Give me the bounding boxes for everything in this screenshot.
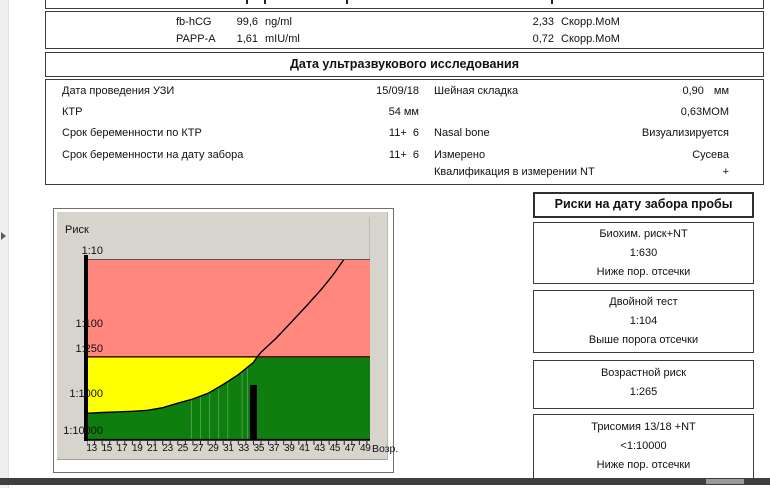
splitter-arrow-icon[interactable] <box>1 232 6 240</box>
biochemistry-table: fb-hCG 99,6 ng/ml 2,33 Скорр.МоМ PAPP-A … <box>45 11 764 49</box>
x-axis-tick-label: 23 <box>162 443 173 454</box>
risk-box-trisomy-13-18: Трисомия 13/18 +NT <1:10000 Ниже пор. от… <box>533 414 754 481</box>
x-axis-tick-label: 35 <box>253 443 265 454</box>
risk-status: Ниже пор. отсечки <box>596 266 691 278</box>
cutoff-table-remnant <box>45 0 764 9</box>
field-label: Квалификация в измерении NT <box>434 166 595 178</box>
risk-box-biochem-nt: Биохим. риск+NT 1:630 Ниже пор. отсечки <box>533 222 754 284</box>
table-row: КТР 54 мм 0,63МОМ <box>46 103 763 121</box>
risk-value: 1:104 <box>629 315 658 327</box>
y-axis-tick-label: 1:250 <box>75 343 103 355</box>
table-row: PAPP-A 1,61 mIU/ml 0,72 Скорр.МоМ <box>46 31 763 48</box>
chart-y-axis-title: Риск <box>65 224 89 236</box>
table-row: fb-hCG 99,6 ng/ml 2,33 Скорр.МоМ <box>46 14 763 31</box>
field-label: Шейная складка <box>434 85 519 97</box>
x-axis-tick-label: 41 <box>299 443 310 454</box>
ultrasound-table: Дата проведения УЗИ 15/09/18 Шейная скла… <box>45 79 764 185</box>
marker-value: 99,6 <box>236 16 258 28</box>
x-axis-tick-label: 21 <box>147 443 158 454</box>
risk-box-double-test: Двойной тест 1:104 Выше порога отсечки <box>533 290 754 353</box>
risk-area-plot <box>87 259 370 445</box>
y-axis-tick-label: 1:1000 <box>69 388 103 400</box>
field-unit: мм <box>713 85 729 97</box>
x-axis-tick-label: 13 <box>86 443 97 454</box>
table-row: Квалификация в измерении NT + <box>46 163 763 181</box>
text-remnant <box>551 0 553 4</box>
x-axis-tick-label: 27 <box>192 443 204 454</box>
chart-x-axis-title: Возр. <box>372 443 399 455</box>
marker-value: 1,61 <box>236 33 258 45</box>
x-axis-tick-label: 33 <box>238 443 249 454</box>
field-label: Nasal bone <box>434 127 490 139</box>
left-gutter <box>0 0 9 488</box>
x-axis-tick-label: 39 <box>283 443 295 454</box>
x-axis-tick-label: 49 <box>359 443 371 454</box>
field-value: 54 мм <box>388 106 419 118</box>
field-value: 0,63МОМ <box>680 106 729 118</box>
field-value: 11+ 6 <box>388 149 419 161</box>
marker-unit: mIU/ml <box>265 33 300 45</box>
risk-status: Ниже пор. отсечки <box>596 459 691 471</box>
mom-value: 2,33 <box>532 16 554 28</box>
field-value: + <box>722 166 729 178</box>
table-row: Срок беременности на дату забора 11+ 6 И… <box>46 146 763 164</box>
plot-right-edge-line <box>369 217 370 259</box>
window-bottom-edge <box>0 478 770 485</box>
field-label: Срок беременности на дату забора <box>62 149 244 161</box>
chart-x-axis-labels: 13 15 17 19 21 23 25 27 29 31 33 35 37 39 41 43 45 47 49 <box>84 443 373 454</box>
window-bottom-notch <box>706 479 744 484</box>
x-axis-tick-label: 43 <box>314 443 325 454</box>
x-axis-tick-label: 29 <box>207 443 219 454</box>
x-axis-tick-label: 17 <box>116 443 128 454</box>
marker-unit: ng/ml <box>265 16 292 28</box>
field-value: Сусева <box>692 149 729 161</box>
text-remnant <box>264 0 266 4</box>
text-remnant <box>346 0 348 4</box>
risk-value: <1:10000 <box>620 440 667 452</box>
risk-box-age-risk: Возрастной риск 1:265 <box>533 360 754 409</box>
y-axis-line <box>84 255 88 441</box>
risk-name: Трисомия 13/18 +NT <box>591 421 696 433</box>
x-axis-tick-label: 31 <box>223 443 234 454</box>
x-axis-tick-label: 25 <box>177 443 189 454</box>
risk-name: Возрастной риск <box>600 367 687 379</box>
x-axis-tick-label: 15 <box>101 443 113 454</box>
field-value: 11+ 6 <box>388 127 419 139</box>
ultrasound-section-title: Дата ультразвукового исследования <box>45 52 764 77</box>
y-axis-tick-label: 1:100 <box>75 318 103 330</box>
table-row: Срок беременности по КТР 11+ 6 Nasal bon… <box>46 124 763 142</box>
field-label: Измерено <box>434 149 486 161</box>
y-axis-tick-label: 1:10000 <box>63 425 103 437</box>
marker-name: PAPP-A <box>176 33 216 45</box>
field-label: Дата проведения УЗИ <box>62 85 175 97</box>
x-axis-tick-label: 47 <box>344 443 356 454</box>
table-row: Дата проведения УЗИ 15/09/18 Шейная скла… <box>46 82 763 100</box>
mom-value: 0,72 <box>532 33 554 45</box>
risks-section-title: Риски на дату забора пробы <box>533 192 754 218</box>
risk-name: Биохим. риск+NT <box>599 228 688 240</box>
field-label: КТР <box>62 106 83 118</box>
field-value: 0,90 мм <box>682 85 729 97</box>
risk-value: 1:265 <box>629 386 658 398</box>
marker-name: fb-hCG <box>176 16 212 28</box>
mom-label: Скорр.МоМ <box>561 33 620 45</box>
field-value: 15/09/18 <box>376 85 419 97</box>
risk-name: Двойной тест <box>609 296 678 308</box>
y-axis-tick-label: 1:10 <box>81 245 103 257</box>
risk-value: 1:630 <box>629 247 658 259</box>
mom-label: Скорр.МоМ <box>561 16 620 28</box>
text-remnant <box>246 0 248 4</box>
x-axis-tick-label: 37 <box>268 443 280 454</box>
risk-status: Выше порога отсечки <box>588 334 699 346</box>
x-axis-tick-label: 19 <box>131 443 143 454</box>
x-axis-tick-label: 45 <box>329 443 341 454</box>
field-value: Визуализируется <box>641 127 729 139</box>
field-label: Срок беременности по КТР <box>62 127 202 139</box>
